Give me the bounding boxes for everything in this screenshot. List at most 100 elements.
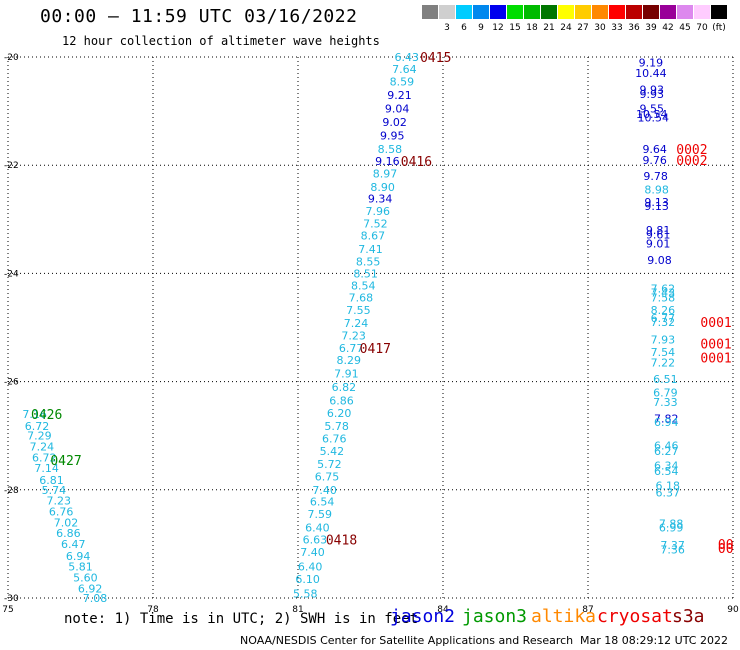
wave-height-reading: 6.40 — [298, 561, 323, 574]
wave-height-reading: 9.64 — [642, 143, 667, 156]
wave-height-reading: 9.93 — [640, 83, 665, 96]
legend-jason3: jason3 — [462, 606, 528, 627]
scale-label: 21 — [543, 23, 555, 33]
scale-label: 3 — [444, 23, 450, 33]
pass-label: 0002 — [676, 154, 707, 169]
wave-height-reading: 8.59 — [390, 75, 415, 88]
wave-height-reading: 7.24 — [30, 441, 55, 454]
wave-height-reading: 8.97 — [373, 167, 398, 180]
wave-height-reading: 5.42 — [320, 445, 345, 458]
scale-label: 27 — [577, 23, 589, 33]
pass-label: 0001 — [700, 338, 731, 353]
wave-height-reading: 9.04 — [385, 102, 410, 115]
wave-height-reading: 7.91 — [334, 367, 359, 380]
scale-swatch — [490, 5, 506, 19]
wave-height-reading: 7.02 — [54, 516, 79, 529]
wave-height-reading: 7.62 — [651, 283, 676, 296]
scale-label: 36 — [628, 23, 640, 33]
wave-height-reading: 10.44 — [635, 67, 667, 80]
wave-height-reading: 6.18 — [656, 479, 681, 492]
lon-tick-label: 87 — [582, 605, 593, 615]
wave-height-reading: 6.81 — [39, 474, 64, 487]
wave-height-reading: 9.02 — [382, 116, 407, 129]
pass-label: 0002 — [676, 143, 707, 158]
scale-swatch — [422, 5, 438, 19]
lat-tick-label: -30 — [4, 594, 19, 604]
wave-height-reading: 7.55 — [346, 304, 371, 317]
scale-label: 42 — [662, 23, 674, 33]
legend-cryosat: cryosat — [597, 606, 673, 627]
scale-label: 6 — [461, 23, 467, 33]
wave-height-reading: 7.58 — [651, 292, 676, 305]
scale-swatch — [473, 5, 489, 19]
wave-height-reading: 5.74 — [42, 484, 67, 497]
pass-label: 0001 — [700, 351, 731, 366]
wave-height-reading: 9.93 — [640, 88, 665, 101]
wave-height-reading: 6.47 — [61, 538, 86, 551]
wave-height-reading: 6.76 — [49, 505, 74, 518]
legend-jason2: jason2 — [390, 606, 456, 627]
wave-height-reading: 6.77 — [339, 342, 364, 355]
scale-swatch — [609, 5, 625, 19]
scale-swatch — [643, 5, 659, 19]
wave-height-reading: 7.16 — [22, 408, 47, 421]
wave-height-reading: 8.51 — [353, 267, 378, 280]
scale-label: 30 — [594, 23, 606, 33]
wave-height-reading: 7.40 — [312, 484, 337, 497]
wave-height-reading: 6.86 — [56, 527, 81, 540]
lat-tick-label: -28 — [4, 486, 19, 496]
pass-label: 00 — [718, 538, 734, 553]
lon-tick-label: 81 — [292, 605, 303, 615]
lat-tick-label: -24 — [4, 269, 19, 279]
wave-height-reading: 6.46 — [654, 439, 679, 452]
wave-height-reading: 7.93 — [651, 333, 676, 346]
wave-height-reading: 6.54 — [310, 496, 335, 509]
wave-height-reading: 8.98 — [644, 184, 669, 197]
wave-height-reading: 8.58 — [378, 143, 403, 156]
lon-tick-label: 84 — [437, 605, 449, 615]
wave-height-reading: 9.55 — [640, 102, 665, 115]
wave-height-reading: 6.20 — [327, 407, 352, 420]
lon-tick-label: 75 — [2, 605, 13, 615]
pass-label: 0001 — [700, 316, 731, 331]
wave-height-reading: 5.81 — [68, 561, 93, 574]
wave-height-reading: 6.10 — [295, 573, 320, 586]
pass-label: 0427 — [50, 454, 81, 469]
scale-label: 70 — [696, 23, 708, 33]
pass-label: 0415 — [420, 51, 451, 66]
footnote: note: 1) Time is in UTC; 2) SWH is in fe… — [64, 611, 419, 627]
scale-swatch — [694, 5, 710, 19]
wave-height-reading: 6.54 — [654, 465, 679, 478]
wave-height-reading: 8.29 — [337, 354, 362, 367]
wave-height-reading: 7.22 — [651, 357, 676, 370]
scale-label: 15 — [509, 23, 521, 33]
wave-height-reading: 9.81 — [646, 224, 671, 237]
wave-height-reading: 7.32 — [651, 316, 676, 329]
lon-tick-label: 78 — [147, 605, 159, 615]
scale-label: (ft) — [712, 23, 726, 33]
wave-height-reading: 5.60 — [73, 571, 98, 584]
wave-height-reading: 5.78 — [324, 420, 349, 433]
wave-height-reading: 7.68 — [349, 292, 374, 305]
pass-label: 0426 — [31, 408, 62, 423]
wave-height-reading: 9.13 — [644, 196, 669, 209]
wave-height-reading: 5.72 — [317, 458, 342, 471]
lat-tick-label: -22 — [4, 161, 19, 171]
wave-height-reading: 7.37 — [660, 539, 685, 552]
wave-height-reading: 9.34 — [368, 193, 393, 206]
wave-height-reading: 7.59 — [308, 508, 333, 521]
wave-height-reading: 7.41 — [358, 243, 383, 256]
wave-height-reading: 10.54 — [638, 112, 670, 125]
scale-swatch — [711, 5, 727, 19]
scale-label: 45 — [679, 23, 691, 33]
wave-height-reading: 6.99 — [659, 522, 684, 535]
scale-swatch — [677, 5, 693, 19]
wave-height-reading: 9.21 — [387, 89, 412, 102]
scale-label: 24 — [560, 23, 572, 33]
scale-label: 18 — [526, 23, 538, 33]
wave-height-reading: 6.77 — [651, 312, 676, 325]
scale-swatch — [439, 5, 455, 19]
wave-height-reading: 8.26 — [651, 304, 676, 317]
lat-tick-label: -26 — [4, 378, 19, 388]
lon-tick-label: 90 — [727, 605, 739, 615]
